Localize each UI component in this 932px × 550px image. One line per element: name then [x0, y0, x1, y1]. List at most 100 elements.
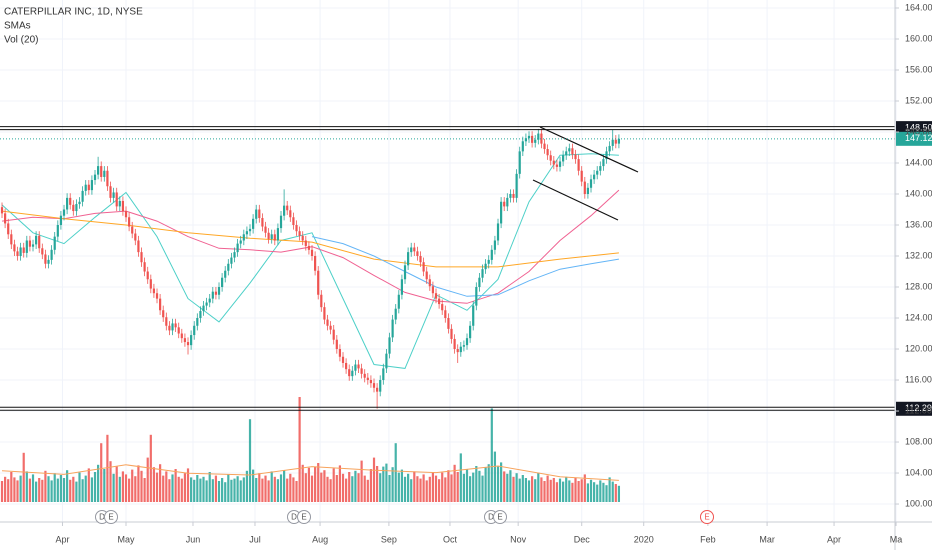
volume-bar — [593, 482, 596, 502]
candle-body — [521, 141, 524, 152]
volume-bar — [53, 473, 56, 502]
x-tick-label: Apr — [55, 534, 69, 544]
volume-bar — [407, 473, 410, 502]
candle-body — [221, 277, 224, 288]
candle-body — [534, 139, 537, 143]
candle-body — [292, 217, 295, 226]
volume-bar — [224, 482, 227, 502]
volume-bar — [338, 465, 342, 502]
volume-bar — [509, 470, 512, 502]
volume-bar — [596, 484, 599, 502]
volume-bar — [230, 479, 233, 502]
volume-bar — [292, 477, 295, 502]
volume-bar — [193, 479, 196, 502]
y-tick-label: 164.00 — [905, 2, 932, 12]
volume-bar — [323, 470, 326, 502]
candle-body — [524, 138, 528, 142]
candle-body — [571, 148, 574, 155]
candle-body — [4, 213, 7, 224]
levels: 148.50 112.29 147.12 — [0, 121, 932, 416]
candle-body — [131, 226, 134, 234]
volume-bar — [131, 469, 134, 502]
volume-bar — [397, 472, 400, 502]
candle-body — [444, 310, 447, 319]
volume-bar — [599, 480, 602, 502]
candle-body — [162, 310, 165, 318]
candle-body — [531, 135, 534, 143]
candle-body — [574, 154, 577, 160]
candle-body — [555, 164, 559, 167]
candle-body — [354, 364, 357, 371]
candle-body — [53, 236, 56, 250]
volume-bar — [602, 482, 605, 502]
volume-bar — [481, 475, 484, 502]
volume-bar — [78, 472, 81, 502]
volume-bar — [453, 464, 456, 502]
volume-bar — [515, 473, 518, 502]
candle-body — [168, 325, 171, 331]
volume-bar — [459, 453, 462, 502]
candle-body — [599, 166, 602, 171]
candle-body — [90, 180, 94, 191]
volume-bar — [22, 452, 25, 502]
y-tick-label: 144.00 — [905, 157, 932, 167]
volume-bar — [425, 480, 428, 502]
volume-bar — [438, 479, 441, 502]
candle-body — [527, 135, 531, 139]
volume-bar — [112, 473, 115, 502]
volume-bar — [301, 464, 304, 502]
x-tick-label: Jun — [186, 534, 201, 544]
volume-bar — [208, 472, 211, 502]
candle-body — [431, 286, 435, 294]
candle-body — [568, 148, 571, 152]
candle-body — [211, 291, 214, 299]
volume-bar — [518, 478, 521, 502]
volume-bar — [484, 467, 487, 502]
candle-body — [425, 271, 428, 280]
volume-bar — [391, 467, 394, 502]
candles — [0, 128, 621, 409]
candle-body — [397, 294, 400, 309]
volume-bar — [369, 469, 373, 502]
candle-body — [273, 234, 276, 241]
candle-body — [549, 155, 552, 161]
candle-body — [332, 329, 335, 340]
volume-bar — [286, 478, 289, 502]
volume-bar — [236, 476, 239, 502]
volume-bar — [493, 451, 497, 502]
candle-body — [403, 265, 407, 280]
level-label: 112.29 — [905, 403, 932, 413]
event-label: E — [108, 513, 113, 522]
candle-body — [239, 240, 242, 244]
x-tick-label: Jul — [249, 534, 261, 544]
x-tick-label: Nov — [510, 534, 527, 544]
candle-body — [304, 240, 307, 246]
event-icon — [297, 510, 311, 524]
candle-body — [326, 319, 329, 326]
volume-bar — [345, 478, 348, 502]
candle-body — [518, 151, 521, 174]
volume-bar — [103, 469, 106, 502]
volume-bar — [382, 466, 385, 502]
volume-bar — [577, 481, 580, 502]
candle-body — [434, 293, 438, 299]
volume-bar — [35, 481, 38, 502]
x-tick-label: Apr — [827, 534, 841, 544]
volume-bar — [165, 471, 168, 502]
candle-body — [97, 166, 100, 175]
volume-bar — [295, 481, 298, 502]
candle-body — [357, 364, 360, 369]
candle-body — [586, 187, 590, 195]
candle-body — [31, 244, 35, 247]
candle-body — [267, 232, 270, 239]
y-tick-label: 108.00 — [905, 436, 932, 446]
volume-bar — [363, 475, 366, 502]
volume-bar — [190, 477, 193, 502]
sma-line — [1, 153, 619, 369]
volume-bar — [69, 479, 72, 502]
volume-bar — [276, 479, 280, 502]
candle-body — [137, 240, 140, 253]
volume-bar — [100, 443, 103, 502]
volume-bar — [385, 463, 388, 502]
